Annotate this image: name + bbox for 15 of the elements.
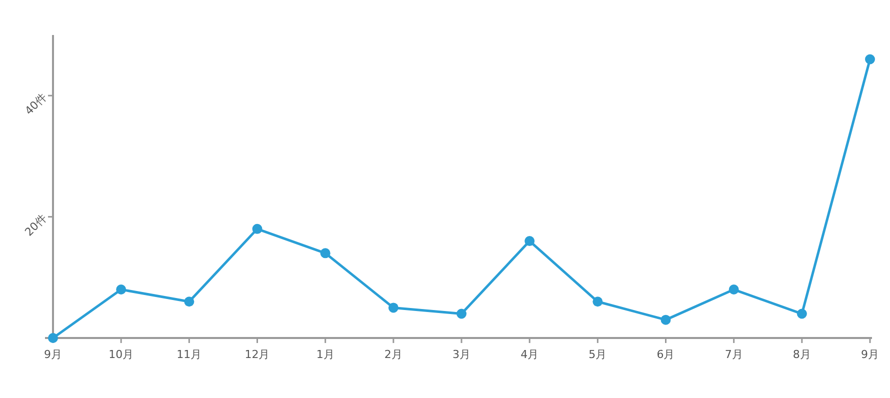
- x-tick-label: 5月: [588, 348, 607, 361]
- x-tick-label: 4月: [520, 348, 539, 361]
- x-tick-label: 6月: [656, 348, 675, 361]
- x-tick-label: 8月: [792, 348, 811, 361]
- y-tick-label: 40件: [22, 90, 50, 118]
- x-tick-label: 2月: [384, 348, 402, 361]
- x-tick-label: 12月: [244, 348, 270, 361]
- x-tick-label: 9月: [44, 348, 62, 361]
- x-tick-label: 9月: [861, 348, 879, 361]
- x-tick-label: 3月: [452, 348, 470, 361]
- x-tick-label: 10月: [108, 348, 134, 361]
- x-tick-label: 1月: [316, 348, 334, 361]
- x-tick-label: 7月: [724, 348, 743, 361]
- x-tick-label: 11月: [176, 348, 202, 361]
- y-tick-label: 20件: [22, 212, 50, 239]
